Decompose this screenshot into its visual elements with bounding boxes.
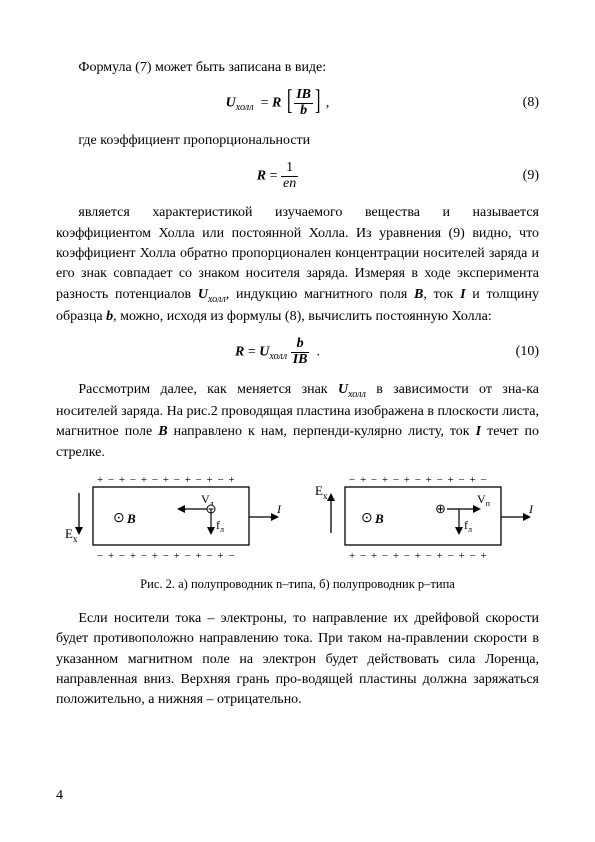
eq10-number: (10) xyxy=(499,342,539,362)
fig2b-top-signs: − + − + − + − + − + − + − xyxy=(349,474,488,486)
fig2b-I: I xyxy=(528,502,534,516)
para-3: Если носители тока – электроны, то напра… xyxy=(56,609,539,710)
para-after-9-c: , ток xyxy=(423,287,460,302)
eq8-den: b xyxy=(300,103,307,118)
eq8-num: IB xyxy=(296,87,311,102)
page-number: 4 xyxy=(56,786,63,806)
sym-U-2: U xyxy=(338,382,348,397)
coeff-line: где коэффициент пропорциональности xyxy=(56,131,539,151)
intro-line: Формула (7) может быть записана в виде: xyxy=(56,58,539,78)
figure-2: + − + − + − + − + − + − + − + − + − + − … xyxy=(56,473,539,569)
sym-Usub-1: холл xyxy=(208,293,226,304)
fig2a-bdot: ⊙ xyxy=(113,511,125,526)
eq9-den: en xyxy=(283,176,296,191)
equation-9: R = 1 en (9) xyxy=(56,161,539,191)
sym-Usub-2: холл xyxy=(348,388,366,399)
fig2a-bot-signs: − + − + − + − + − + − + − xyxy=(97,550,236,562)
para-2: Рассмотрим далее, как меняется знак Uхол… xyxy=(56,380,539,463)
fig2b-Ex: Ex xyxy=(315,483,328,501)
fig2a-I: I xyxy=(276,502,282,516)
para-after-eq9: является характеристикой изучаемого веще… xyxy=(56,203,539,327)
para-after-9-e: , можно, исходя из формулы (8), вычислит… xyxy=(113,309,492,324)
figure-2-caption: Рис. 2. а) полупроводник n–типа, б) полу… xyxy=(56,575,539,593)
eq8-number: (8) xyxy=(499,93,539,113)
fig2b-bot-signs: + − + − + − + − + − + − + xyxy=(349,550,488,562)
fig2a-top-signs: + − + − + − + − + − + − + xyxy=(97,474,236,486)
eq9-num: 1 xyxy=(281,161,298,176)
figure-2b: − + − + − + − + − + − + − + − + − + − + … xyxy=(311,473,537,569)
figure-2a: + − + − + − + − + − + − + − + − + − + − … xyxy=(59,473,285,569)
para2-a: Рассмотрим далее, как меняется знак xyxy=(78,382,338,397)
sym-U-1: U xyxy=(198,287,208,302)
equation-8: Uхолл = R [ IB b ] , (8) xyxy=(56,88,539,118)
eq9-R: R xyxy=(257,168,266,183)
eq8-R: R xyxy=(272,96,281,111)
sym-B-1: B xyxy=(414,287,423,302)
para2-c: направлено к нам, перпенди-кулярно листу… xyxy=(168,424,476,439)
eq9-number: (9) xyxy=(499,166,539,186)
equation-10: R = Uхолл b IB . (10) xyxy=(56,337,539,367)
eq8-sub: холл xyxy=(236,103,254,114)
eq8-U: U xyxy=(226,96,236,111)
sym-B-2: B xyxy=(158,424,167,439)
fig2a-B: B xyxy=(126,511,136,526)
para-after-9-b: , индукцию магнитного поля xyxy=(226,287,414,302)
fig2b-B: B xyxy=(374,511,384,526)
fig2b-bdot: ⊙ xyxy=(361,511,373,526)
fig2b-plus: ⊕ xyxy=(435,501,446,516)
